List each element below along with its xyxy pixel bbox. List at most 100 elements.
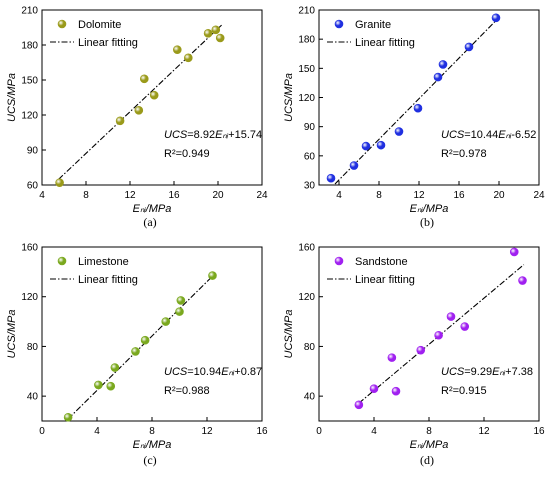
y-axis-label: UCS/MPa	[6, 73, 18, 122]
data-point	[140, 335, 150, 345]
equation-coef: =10.44	[464, 129, 498, 141]
y-axis-label: UCS/MPa	[283, 310, 295, 359]
data-point	[391, 386, 401, 396]
r-squared-label: R²=	[441, 148, 459, 160]
equation-variable: Eₙᵢ	[215, 129, 229, 141]
y-tick-label: 90	[27, 146, 39, 157]
legend-marker	[334, 256, 344, 266]
data-point	[115, 116, 125, 126]
y-tick-label: 160	[298, 243, 315, 254]
y-tick-label: 180	[298, 35, 315, 46]
x-axis-label: Eₙᵢ/MPa	[133, 203, 172, 215]
equation-variable: Eₙᵢ	[221, 366, 235, 378]
plot-frame	[318, 246, 540, 422]
data-point	[184, 53, 193, 63]
legend-label: Limestone	[78, 256, 129, 268]
data-point	[354, 400, 364, 410]
fit-equation: UCS=8.92Eₙᵢ+15.74	[164, 129, 262, 141]
x-axis-label: Eₙᵢ/MPa	[410, 439, 449, 451]
data-point	[491, 13, 501, 23]
y-tick-label: 40	[27, 392, 39, 403]
y-tick-label: 210	[21, 6, 38, 17]
plot-frame	[41, 246, 263, 422]
fit-line	[67, 274, 215, 420]
legend-label: Linear fitting	[78, 37, 138, 49]
chart-panel-2: 4 8 12 16 20 24 30 60 90 120 150 180 210 Eₙᵢ/MPa UCS/M…	[283, 6, 545, 230]
data-point	[134, 106, 144, 115]
data-point	[369, 384, 379, 393]
y-tick-label: 150	[298, 64, 315, 75]
panel-caption: (d)	[420, 453, 434, 467]
data-point	[349, 161, 359, 170]
panel-caption: (a)	[143, 215, 156, 229]
data-point	[176, 296, 186, 305]
data-point	[173, 45, 182, 54]
x-tick-label: 20	[493, 190, 505, 201]
y-tick-label: 120	[21, 111, 38, 122]
legend-label: Dolomite	[78, 19, 121, 31]
x-tick-label: 4	[94, 426, 100, 437]
x-tick-label: 4	[39, 190, 45, 201]
data-point	[413, 103, 423, 113]
data-point	[110, 363, 120, 372]
y-tick-label: 80	[27, 342, 39, 353]
chart-panel-1: 4 8 12 16 20 24 60 90 120 150 180 210 Eₙᵢ/MPa UCS/MPa…	[6, 6, 268, 230]
y-tick-label: 60	[27, 181, 39, 192]
y-axis-label: UCS/MPa	[6, 310, 18, 359]
equation-prefix: UCS	[441, 129, 465, 141]
data-point	[63, 412, 73, 422]
y-tick-label: 80	[304, 342, 316, 353]
y-tick-label: 120	[298, 93, 315, 104]
data-point	[460, 322, 470, 331]
plot-frame	[318, 9, 540, 186]
data-point	[361, 141, 371, 151]
equation-coef: =9.29	[464, 366, 492, 378]
fit-equation: UCS=10.94Eₙᵢ+0.87	[164, 366, 262, 378]
legend-label: Sandstone	[355, 256, 408, 268]
data-point	[438, 60, 448, 69]
equation-prefix: UCS	[441, 366, 465, 378]
x-tick-label: 8	[149, 426, 155, 437]
r-squared-label: R²=	[441, 385, 459, 397]
data-point	[518, 276, 527, 285]
data-point	[433, 72, 443, 82]
data-point	[55, 178, 64, 187]
plot-frame	[41, 9, 263, 186]
x-tick-label: 12	[413, 190, 425, 201]
legend-label: Linear fitting	[78, 274, 138, 286]
fit-equation: UCS=10.44Eₙᵢ-6.52	[441, 129, 536, 141]
equation-suffix: +0.87	[234, 366, 262, 378]
data-point	[203, 29, 213, 38]
equation-variable: Eₙᵢ	[492, 366, 506, 378]
x-axis-label: Eₙᵢ/MPa	[133, 439, 172, 451]
x-tick-label: 8	[83, 190, 89, 201]
equation-prefix: UCS	[164, 366, 188, 378]
data-point	[387, 353, 397, 362]
y-tick-label: 150	[21, 76, 38, 87]
data-point	[94, 380, 103, 390]
r-squared-label: R²=	[164, 148, 182, 160]
x-tick-label: 4	[371, 426, 377, 437]
data-point	[149, 90, 159, 100]
fit-line	[334, 17, 500, 185]
data-point	[434, 330, 443, 340]
y-tick-label: 120	[21, 292, 38, 303]
x-tick-label: 16	[168, 190, 180, 201]
y-tick-label: 40	[304, 392, 316, 403]
r-squared: R²=0.915	[441, 385, 487, 397]
data-point	[326, 173, 336, 183]
chart-panel-4: 0 4 8 12 16 40 80 120 160 Eₙᵢ/MPa UCS/MPa Sandstone…	[283, 243, 545, 468]
data-point	[394, 127, 404, 136]
data-point	[208, 271, 217, 280]
data-point	[106, 381, 116, 391]
x-tick-label: 8	[426, 426, 432, 437]
y-tick-label: 60	[304, 151, 316, 162]
legend-marker	[57, 256, 67, 266]
legend-label: Linear fitting	[355, 37, 415, 49]
data-point	[509, 247, 519, 257]
data-point	[416, 345, 426, 355]
panel-caption: (c)	[143, 453, 156, 467]
chart-panel-3: 0 4 8 12 16 40 80 120 160 Eₙᵢ/MPa UCS/MPa Limestone…	[6, 243, 268, 468]
x-tick-label: 12	[124, 190, 136, 201]
x-axis-label: Eₙᵢ/MPa	[410, 203, 449, 215]
